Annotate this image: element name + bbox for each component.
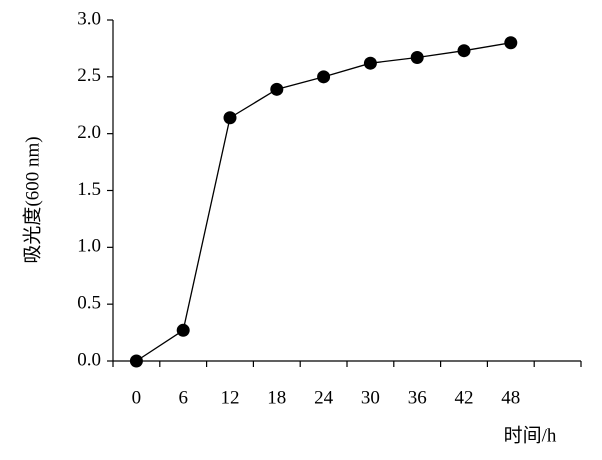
series-line <box>136 42 511 362</box>
data-point <box>129 354 143 368</box>
x-axis-label: 时间/h <box>504 424 557 446</box>
data-point <box>457 44 471 58</box>
y-tick-label: 0.0 <box>77 349 101 370</box>
x-tick-label: 12 <box>221 387 240 408</box>
x-tick-label: 18 <box>267 387 286 408</box>
y-tick-label: 0.5 <box>77 293 101 314</box>
x-tick-label: 24 <box>314 387 334 408</box>
x-tick-label: 42 <box>455 387 474 408</box>
data-point <box>504 36 518 50</box>
data-point <box>270 82 284 96</box>
x-tick-label: 0 <box>132 387 142 408</box>
data-point <box>363 56 377 70</box>
x-tick-label: 48 <box>501 387 520 408</box>
data-point <box>176 323 190 337</box>
y-tick-label: 1.0 <box>77 236 101 257</box>
x-tick-label: 30 <box>361 387 380 408</box>
y-tick-label: 3.0 <box>77 8 101 29</box>
data-point <box>223 111 237 125</box>
data-point <box>410 51 424 65</box>
y-axis-label: 吸光度(600 nm) <box>21 136 43 263</box>
data-point <box>317 70 331 84</box>
x-tick-label: 6 <box>178 387 188 408</box>
y-tick-label: 2.0 <box>77 122 101 143</box>
x-tick-label: 36 <box>408 387 427 408</box>
y-tick-label: 1.5 <box>77 179 101 200</box>
y-tick-label: 2.5 <box>77 65 101 86</box>
